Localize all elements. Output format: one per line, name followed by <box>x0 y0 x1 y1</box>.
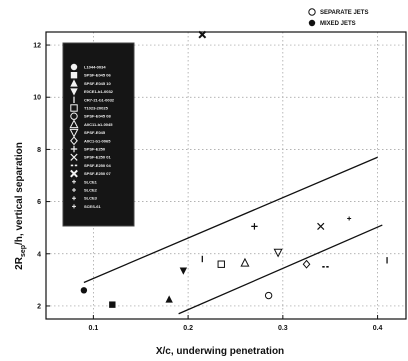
data-point <box>198 30 207 39</box>
legend-label: SLCE1 <box>84 179 98 184</box>
legend-marker <box>72 204 76 209</box>
y-axis-label-sub: sep <box>20 245 27 257</box>
top-legend-marker <box>308 8 316 16</box>
legend-marker <box>72 188 76 192</box>
legend-label: SPSF-E045 08 <box>84 114 111 119</box>
legend-marker <box>70 63 78 71</box>
legend-label: SPSF-E250 07 <box>84 171 111 176</box>
tick-layer: 0.1 0.2 0.3 0.4 2 4 6 8 10 12 <box>33 43 382 332</box>
y-axis-label-text: 2Rsep/h, vertical separation <box>14 142 27 270</box>
y-axis-label-rest: /h, vertical separation <box>14 142 25 245</box>
legend-marker <box>70 153 78 161</box>
fit-line <box>83 156 378 284</box>
y-tick-label: 12 <box>33 43 41 50</box>
legend-label: T1023-20025 <box>84 106 109 111</box>
legend-marker <box>70 169 78 178</box>
y-tick-label: 2 <box>37 303 41 310</box>
fit-line <box>178 224 383 315</box>
y-axis-label: 2Rsep/h, vertical separation <box>14 142 27 270</box>
legend-marker <box>70 104 78 112</box>
legend-label: SLCE3 <box>84 196 98 201</box>
data-point <box>80 287 88 294</box>
legend-marker <box>70 145 78 153</box>
plot-frame <box>45 31 407 320</box>
legend-marker <box>72 179 76 184</box>
data-point <box>165 295 173 303</box>
legend-label: A0C11-b1-0045 <box>84 122 113 127</box>
top-legend-marker <box>308 19 316 27</box>
top-legend-label: SEPARATE JETS <box>320 10 368 16</box>
legend-label: SPSF-E045 <box>84 130 106 135</box>
fit-lines <box>83 156 383 315</box>
top-legend-label: MIXED JETS <box>320 21 356 27</box>
x-tick-label: 0.1 <box>89 325 99 332</box>
legend-label: A0C1-b1-0065 <box>84 138 111 143</box>
legend-marker <box>69 128 79 138</box>
legend-label: SPSF-E250 <box>84 147 106 152</box>
y-tick-label: 8 <box>37 147 41 154</box>
legend-marker <box>69 119 79 129</box>
inner-legend-entries: L1044-0034 SPSF-E045 06 SPSF-E045 10 E0CE1-… <box>69 63 115 209</box>
legend-marker <box>70 79 78 87</box>
data-point <box>240 257 250 267</box>
data-points <box>80 30 388 308</box>
data-point <box>347 216 352 221</box>
x-tick-label: 0.2 <box>183 325 193 332</box>
inner-legend: L1044-0034 SPSF-E045 06 SPSF-E045 10 E0CE1-… <box>62 42 135 227</box>
x-tick-label: 0.3 <box>278 325 288 332</box>
y-axis-label-main: 2R <box>14 256 25 270</box>
legend-label: SPSF-E045 10 <box>84 81 111 86</box>
top-legend: SEPARATE JETS MIXED JETS <box>308 8 368 27</box>
data-point <box>273 248 283 258</box>
legend-marker <box>70 88 78 96</box>
data-point <box>264 291 273 300</box>
legend-label: CR7-21-b1-0032 <box>84 97 115 102</box>
legend-label: L1044-0034 <box>84 65 106 70</box>
x-axis-label: X/c, underwing penetration <box>156 346 284 357</box>
legend-marker <box>70 136 78 146</box>
data-point <box>217 260 225 268</box>
legend-marker <box>72 196 76 201</box>
data-point <box>317 222 325 231</box>
data-point <box>109 301 116 308</box>
legend-label: SPSF-E250 01 <box>84 155 111 160</box>
legend-marker <box>70 72 78 79</box>
y-tick-label: 10 <box>33 95 41 102</box>
data-point <box>251 223 258 230</box>
data-point <box>302 259 311 269</box>
legend-label: SPSF-E045 06 <box>84 73 111 78</box>
y-tick-label: 6 <box>37 199 41 206</box>
legend-label: SCES-61 <box>84 204 101 209</box>
y-tick-label: 4 <box>37 251 41 258</box>
legend-label: SPSF-E250 04 <box>84 163 111 168</box>
x-tick-label: 0.4 <box>373 325 383 332</box>
legend-label: SLCE2 <box>84 188 98 193</box>
data-point <box>179 267 188 275</box>
legend-label: E0CE1-b1-0032 <box>84 89 114 94</box>
top-legend-entries: SEPARATE JETS MIXED JETS <box>308 8 368 27</box>
